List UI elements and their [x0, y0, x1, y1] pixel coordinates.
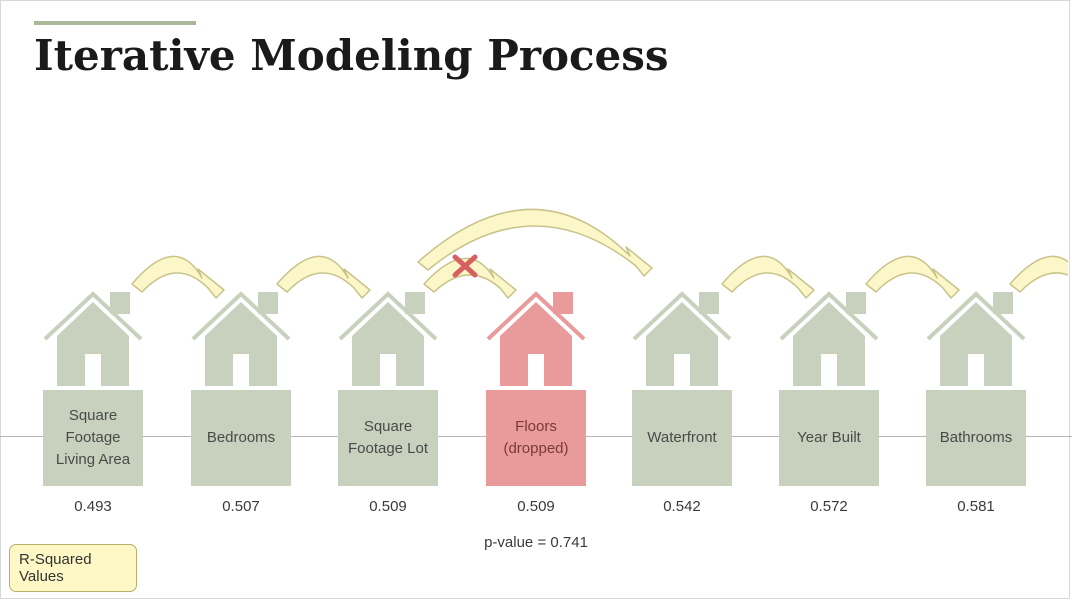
step-label: Floors (dropped) — [486, 390, 586, 486]
house-icon — [43, 291, 143, 386]
house-icon — [779, 291, 879, 386]
step-label: Square Footage Lot — [338, 390, 438, 486]
house-icon — [632, 291, 732, 386]
step-label: Bathrooms — [926, 390, 1026, 486]
curved-arrow-icon — [721, 255, 815, 299]
step-label: Square Footage Living Area — [43, 390, 143, 486]
title-accent-bar — [34, 21, 196, 25]
house-icon — [338, 291, 438, 386]
r-squared-value: 0.542 — [663, 498, 701, 515]
curved-arrow-icon — [865, 255, 960, 299]
step-waterfront: Waterfront 0.542 — [632, 290, 732, 515]
step-label: Year Built — [779, 390, 879, 486]
r-squared-value: 0.581 — [957, 498, 995, 515]
curved-arrow-icon — [423, 257, 517, 299]
curved-arrow-icon — [276, 255, 371, 299]
house-icon — [191, 291, 291, 386]
step-square-footage-living-area: Square Footage Living Area 0.493 — [43, 290, 143, 515]
house-icon — [926, 291, 1026, 386]
curved-arrow-icon — [417, 208, 653, 277]
step-label: Waterfront — [632, 390, 732, 486]
x-mark-icon — [452, 254, 478, 278]
step-square-footage-lot: Square Footage Lot 0.509 — [338, 290, 438, 515]
r-squared-value: 0.493 — [74, 498, 112, 515]
p-value-note: p-value = 0.741 — [484, 534, 588, 551]
curved-arrow-icon — [1009, 255, 1068, 293]
r-squared-value: 0.509 — [369, 498, 407, 515]
r-squared-value: 0.509 — [517, 498, 555, 515]
step-floors-dropped: Floors (dropped) 0.509 — [486, 290, 586, 515]
house-icon — [486, 291, 586, 386]
step-label: Bedrooms — [191, 390, 291, 486]
step-bathrooms: Bathrooms 0.581 — [926, 290, 1026, 515]
step-bedrooms: Bedrooms 0.507 — [191, 290, 291, 515]
r-squared-value: 0.572 — [810, 498, 848, 515]
slide-title: Iterative Modeling Process — [34, 31, 669, 80]
step-year-built: Year Built 0.572 — [779, 290, 879, 515]
r-squared-value: 0.507 — [222, 498, 260, 515]
r-squared-legend: R-Squared Values — [9, 544, 137, 592]
curved-arrow-icon — [131, 255, 225, 299]
